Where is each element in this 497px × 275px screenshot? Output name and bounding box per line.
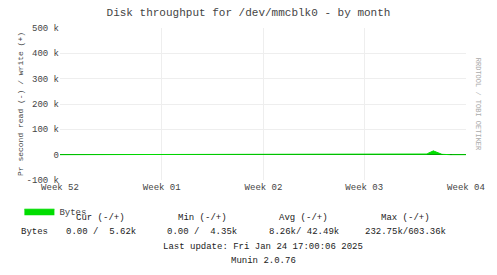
svg-text:300 k: 300 k [32,75,59,85]
svg-text:0.00 / 4.35k: 0.00 / 4.35k [167,227,237,237]
svg-text:Week 52: Week 52 [41,183,79,193]
svg-text:400 k: 400 k [32,49,59,59]
svg-text:Bytes: Bytes [59,208,86,218]
svg-text:0: 0 [54,151,59,161]
svg-text:8.26k/ 42.49k: 8.26k/ 42.49k [269,227,339,237]
svg-text:100 k: 100 k [32,125,59,135]
svg-text:Bytes: Bytes [21,227,48,237]
svg-text:Week 02: Week 02 [245,183,283,193]
svg-text:Min (-/+): Min (-/+) [178,213,227,223]
svg-text:232.75k/603.36k: 232.75k/603.36k [365,227,446,237]
svg-text:0.00 / 5.62k: 0.00 / 5.62k [66,227,136,237]
svg-text:RRDTOOL / TOBI OETIKER: RRDTOOL / TOBI OETIKER [474,58,482,151]
svg-text:Week 01: Week 01 [143,183,181,193]
svg-text:Week 04: Week 04 [447,183,485,193]
svg-text:Avg (-/+): Avg (-/+) [279,213,328,223]
svg-text:Max (-/+): Max (-/+) [381,213,430,223]
svg-text:500 k: 500 k [32,24,59,34]
svg-text:-100 k: -100 k [27,176,59,186]
svg-text:Cur (-/+): Cur (-/+) [76,213,125,223]
svg-text:Munin 2.0.76: Munin 2.0.76 [231,256,296,266]
svg-text:Week 03: Week 03 [345,183,383,193]
svg-text:Pr second read (-) / write (+): Pr second read (-) / write (+) [16,32,25,176]
svg-text:200 k: 200 k [32,100,59,110]
svg-text:Disk throughput for /dev/mmcbl: Disk throughput for /dev/mmcblk0 - by mo… [107,7,391,19]
svg-text:Last update: Fri Jan 24 17:00:: Last update: Fri Jan 24 17:00:06 2025 [163,242,363,252]
